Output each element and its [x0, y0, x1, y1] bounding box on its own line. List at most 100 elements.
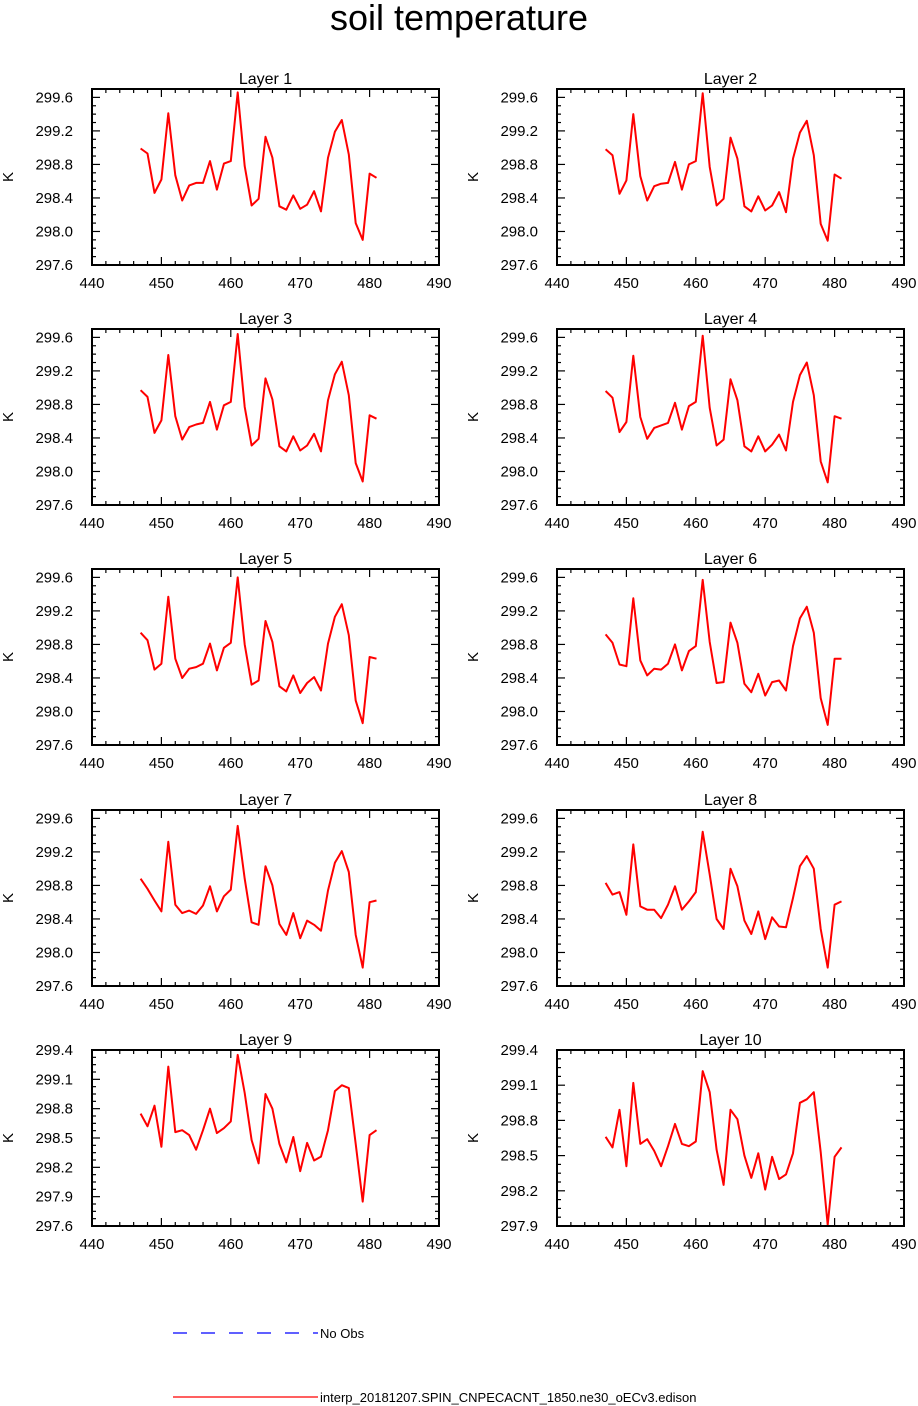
panel-layer-1: Layer 1 440 450 460 470 480 490 299.6 299.2 298.8…	[0, 71, 452, 292]
y-tick-label: 299.2	[35, 123, 73, 140]
plot-frame	[91, 568, 440, 746]
y-tick-label: 297.6	[35, 497, 73, 514]
y-tick-label: 298.8	[500, 396, 538, 413]
panel-layer-6: Layer 6 440 450 460 470 480 490 299.6 299.2 298.8…	[465, 551, 917, 772]
plot-frame	[91, 1049, 440, 1227]
x-tick-label: 460	[683, 515, 708, 532]
y-tick-label: 299.2	[500, 844, 538, 861]
plot-frame	[556, 88, 905, 266]
x-tick-label: 450	[149, 515, 174, 532]
x-tick-label: 450	[614, 996, 639, 1013]
y-tick-label: 298.0	[500, 703, 538, 720]
x-tick-label: 460	[683, 755, 708, 772]
y-tick-label: 298.5	[500, 1148, 538, 1165]
panel-layer-10: Layer 10 440 450 460 470 480 490 299.4 299.1 298.…	[465, 1032, 917, 1253]
x-tick-label: 440	[79, 515, 104, 532]
y-tick-label: 299.2	[500, 123, 538, 140]
y-tick-label: 298.8	[500, 1112, 538, 1129]
x-tick-label: 440	[544, 1236, 569, 1253]
plot-frame	[556, 1049, 905, 1227]
x-tick-label: 450	[149, 1236, 174, 1253]
x-tick-label: 490	[891, 755, 916, 772]
y-tick-label: 298.4	[500, 430, 538, 447]
x-tick-label: 450	[149, 755, 174, 772]
plot-frame	[91, 809, 440, 987]
y-tick-label: 298.4	[35, 430, 73, 447]
y-tick-label: 298.8	[500, 156, 538, 173]
x-tick-label: 480	[357, 1236, 382, 1253]
x-tick-label: 450	[614, 515, 639, 532]
y-tick-label: 298.8	[500, 636, 538, 653]
y-tick-label: 298.8	[35, 877, 73, 894]
plot-frame	[91, 88, 440, 266]
x-tick-label: 490	[891, 996, 916, 1013]
x-tick-label: 460	[683, 996, 708, 1013]
y-tick-label: 298.8	[35, 156, 73, 173]
y-axis-label: K	[465, 1133, 482, 1143]
y-tick-label: 299.6	[500, 569, 538, 586]
y-axis-label: K	[0, 652, 17, 662]
y-axis-label: K	[0, 172, 17, 182]
y-axis-label: K	[465, 412, 482, 422]
y-tick-label: 299.2	[500, 603, 538, 620]
x-tick-label: 490	[891, 275, 916, 292]
panel-title: Layer 10	[699, 1032, 761, 1049]
y-tick-label: 297.6	[500, 497, 538, 514]
y-tick-label: 297.6	[500, 257, 538, 274]
y-tick-label: 299.1	[500, 1077, 538, 1094]
x-tick-label: 460	[683, 1236, 708, 1253]
x-tick-label: 450	[149, 996, 174, 1013]
y-tick-label: 298.0	[35, 944, 73, 961]
x-tick-label: 460	[218, 996, 243, 1013]
y-tick-label: 297.6	[500, 978, 538, 995]
series-line-model	[604, 334, 842, 484]
panel-layer-4: Layer 4 440 450 460 470 480 490 299.6 299.2 298.8…	[465, 311, 917, 532]
x-tick-label: 480	[822, 996, 847, 1013]
x-tick-label: 450	[614, 1236, 639, 1253]
x-tick-label: 460	[218, 755, 243, 772]
x-tick-label: 440	[79, 755, 104, 772]
y-tick-label: 298.0	[500, 223, 538, 240]
y-tick-label: 298.2	[500, 1183, 538, 1200]
y-axis-label: K	[465, 652, 482, 662]
panel-title: Layer 7	[239, 792, 292, 809]
y-axis-label: K	[0, 412, 17, 422]
x-tick-label: 440	[544, 515, 569, 532]
y-tick-label: 298.0	[500, 463, 538, 480]
panels-grid: Layer 1 440 450 460 470 480 490 299.6 299.2 298.8…	[0, 71, 917, 1253]
panel-layer-8: Layer 8 440 450 460 470 480 490 299.6 299.2 298.8…	[465, 792, 917, 1013]
x-tick-label: 480	[357, 275, 382, 292]
y-axis-label: K	[0, 1133, 17, 1143]
series-line-model	[139, 1053, 378, 1203]
plot-frame	[91, 328, 440, 506]
y-tick-label: 298.0	[35, 703, 73, 720]
panel-title: Layer 2	[704, 71, 757, 88]
series-line-model	[604, 830, 842, 969]
chart-title: soil temperature	[330, 0, 588, 38]
y-tick-label: 298.8	[500, 877, 538, 894]
y-tick-label: 298.4	[35, 670, 73, 687]
y-tick-label: 299.4	[500, 1042, 538, 1059]
y-tick-label: 299.2	[500, 363, 538, 380]
x-tick-label: 460	[218, 1236, 243, 1253]
x-tick-label: 490	[891, 515, 916, 532]
x-tick-label: 470	[753, 755, 778, 772]
y-tick-label: 298.4	[500, 911, 538, 928]
y-tick-label: 299.6	[500, 89, 538, 106]
plot-frame	[556, 328, 905, 506]
series-line-model	[139, 576, 377, 725]
x-tick-label: 490	[426, 275, 451, 292]
panel-title: Layer 9	[239, 1032, 292, 1049]
x-tick-label: 470	[753, 996, 778, 1013]
x-tick-label: 450	[614, 755, 639, 772]
x-tick-label: 470	[288, 755, 313, 772]
y-tick-label: 299.6	[500, 329, 538, 346]
series-line-model	[604, 1070, 843, 1226]
y-tick-label: 298.8	[35, 1101, 73, 1118]
x-tick-label: 480	[822, 515, 847, 532]
panel-layer-7: Layer 7 440 450 460 470 480 490 299.6 299.2 298.8…	[0, 792, 452, 1013]
legend: No Obs interp_20181207.SPIN_CNPECACNT_18…	[173, 1326, 697, 1405]
legend-label-no-obs: No Obs	[320, 1326, 365, 1341]
y-axis-label: K	[465, 893, 482, 903]
x-tick-label: 470	[288, 1236, 313, 1253]
